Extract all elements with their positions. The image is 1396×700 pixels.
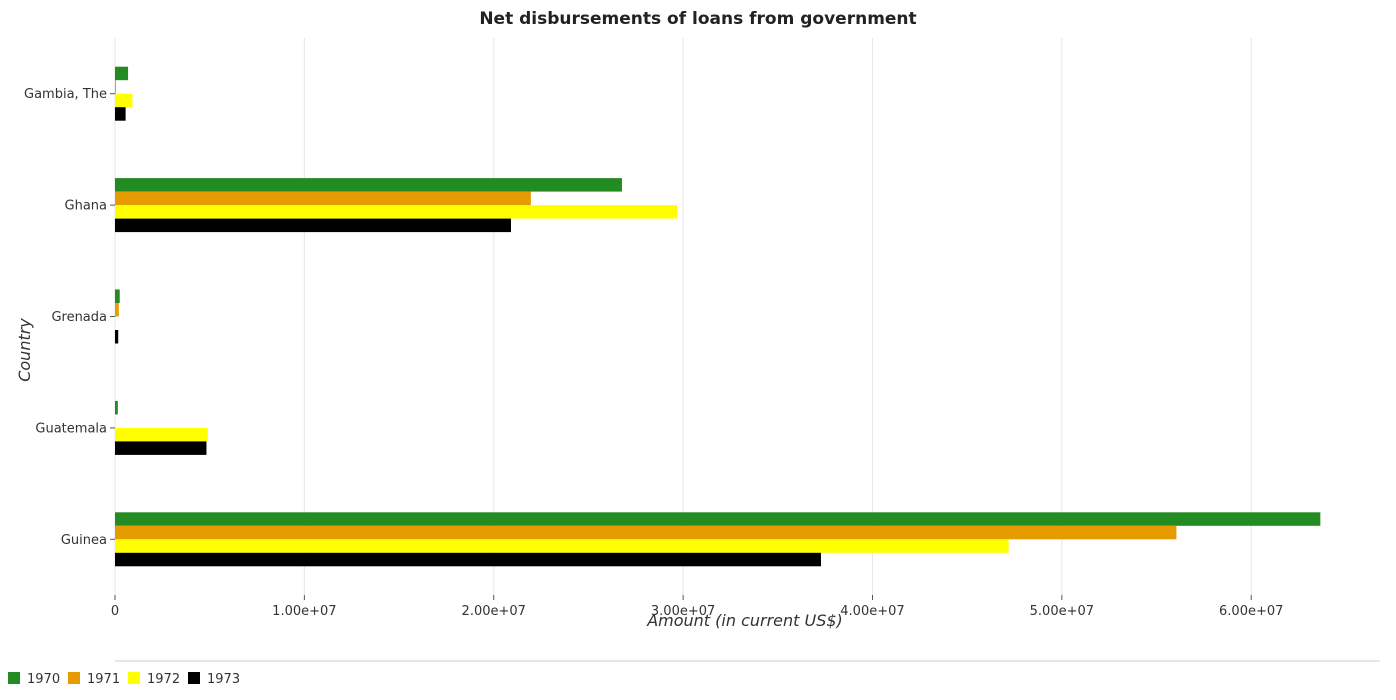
legend-swatch-1970 xyxy=(8,672,20,684)
legend-label-1971: 1971 xyxy=(87,672,120,687)
x-tick-label: 5.00e+07 xyxy=(1030,604,1094,619)
bar-1970 xyxy=(115,289,120,303)
y-ticks: Gambia, The Ghana Grenada Guatemala Guinea xyxy=(24,87,115,548)
x-tick-label: 0 xyxy=(111,604,119,619)
legend-label-1972: 1972 xyxy=(147,672,180,687)
bar-1971 xyxy=(115,303,119,317)
bar-1971 xyxy=(115,525,1177,540)
bar-1972 xyxy=(115,427,208,442)
bar-1971 xyxy=(115,80,116,94)
y-tick-label: Guatemala xyxy=(35,421,107,436)
gridlines xyxy=(114,38,1252,595)
bars xyxy=(115,66,1321,567)
y-tick-label: Grenada xyxy=(51,310,107,325)
x-tick-label: 2.00e+07 xyxy=(462,604,526,619)
bar-1972 xyxy=(115,205,678,219)
legend-label-1970: 1970 xyxy=(27,672,60,687)
x-ticks: 0 1.00e+07 2.00e+07 3.00e+07 4.00e+07 5.00e+0… xyxy=(111,595,1283,619)
legend-swatch-1973 xyxy=(188,672,200,684)
x-tick-label: 6.00e+07 xyxy=(1219,604,1283,619)
bar-1973 xyxy=(115,330,119,344)
bar-1972 xyxy=(115,93,133,108)
y-tick-label: Gambia, The xyxy=(24,87,107,102)
x-tick-label: 3.00e+07 xyxy=(651,604,715,619)
legend-swatch-1971 xyxy=(68,672,80,684)
chart-title: Net disbursements of loans from governme… xyxy=(479,9,916,29)
bar-1970 xyxy=(115,512,1321,526)
x-axis-label: Amount (in current US$) xyxy=(646,611,843,630)
bar-1970 xyxy=(115,178,622,192)
bar-1970 xyxy=(115,66,129,81)
x-tick-label: 1.00e+07 xyxy=(272,604,336,619)
bar-1973 xyxy=(115,441,207,455)
legend-label-1973: 1973 xyxy=(207,672,240,687)
bar-1972 xyxy=(115,539,1009,553)
legend: 1970 1971 1972 1973 xyxy=(8,672,240,687)
bar-1973 xyxy=(115,218,511,233)
bar-1970 xyxy=(115,400,118,415)
y-tick-label: Ghana xyxy=(65,199,108,214)
bar-1971 xyxy=(115,191,531,206)
bar-1973 xyxy=(115,552,821,567)
y-axis-label: Country xyxy=(15,318,34,382)
bar-1973 xyxy=(115,107,126,121)
y-tick-label: Guinea xyxy=(61,533,107,548)
x-tick-label: 4.00e+07 xyxy=(840,604,904,619)
legend-swatch-1972 xyxy=(128,672,140,684)
